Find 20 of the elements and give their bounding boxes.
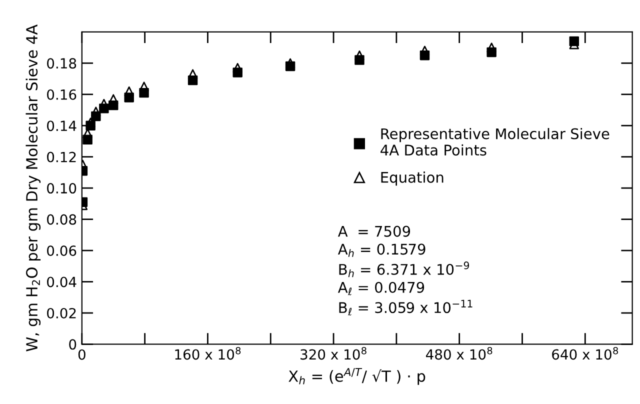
x-tick-label: 640 x 10$^{8}$ — [552, 346, 618, 360]
y-tick-label: 0.06 — [47, 245, 76, 256]
x-tick-label: 480 x 10$^{8}$ — [426, 346, 492, 360]
y-tick-label: 0.08 — [47, 214, 76, 225]
x-tick-label: 160 x 10$^{8}$ — [175, 346, 241, 360]
y-tick-label: 0.12 — [47, 152, 76, 162]
y-tick-label: 0.18 — [47, 58, 76, 69]
legend-label: Representative Molecular Sieve 4A Data Points — [380, 128, 610, 156]
y-tick-label: 0.04 — [47, 276, 76, 288]
legend-label: Equation — [381, 172, 444, 186]
y-tick-label: 0 — [69, 339, 76, 350]
x-tick-label: 0 — [78, 349, 86, 360]
text: A = 7509 A$_{h}$ = 0.1579 B$_{h}$ = 6.371 x 10$^{−9}$ A$_{ℓ}$ = 0.0479 B$_{ℓ}$ = 3.059 x 10$^{−11}$ — [338, 226, 472, 316]
x-tick-label: 320 x 10$^{8}$ — [300, 346, 366, 360]
x-axis-title: X$_{h}$ = (e$^{A/T}$/ √T ) · p — [288, 368, 426, 385]
y-tick-label: 0.10 — [47, 183, 76, 194]
y-tick-label: 0.14 — [47, 120, 76, 132]
y-tick-label: 0.16 — [47, 89, 76, 100]
y-axis-title: W, gm H$_{2}$O per gm Dry Molecular Sieve 4A — [26, 24, 41, 352]
y-tick-label: 0.02 — [47, 308, 76, 318]
